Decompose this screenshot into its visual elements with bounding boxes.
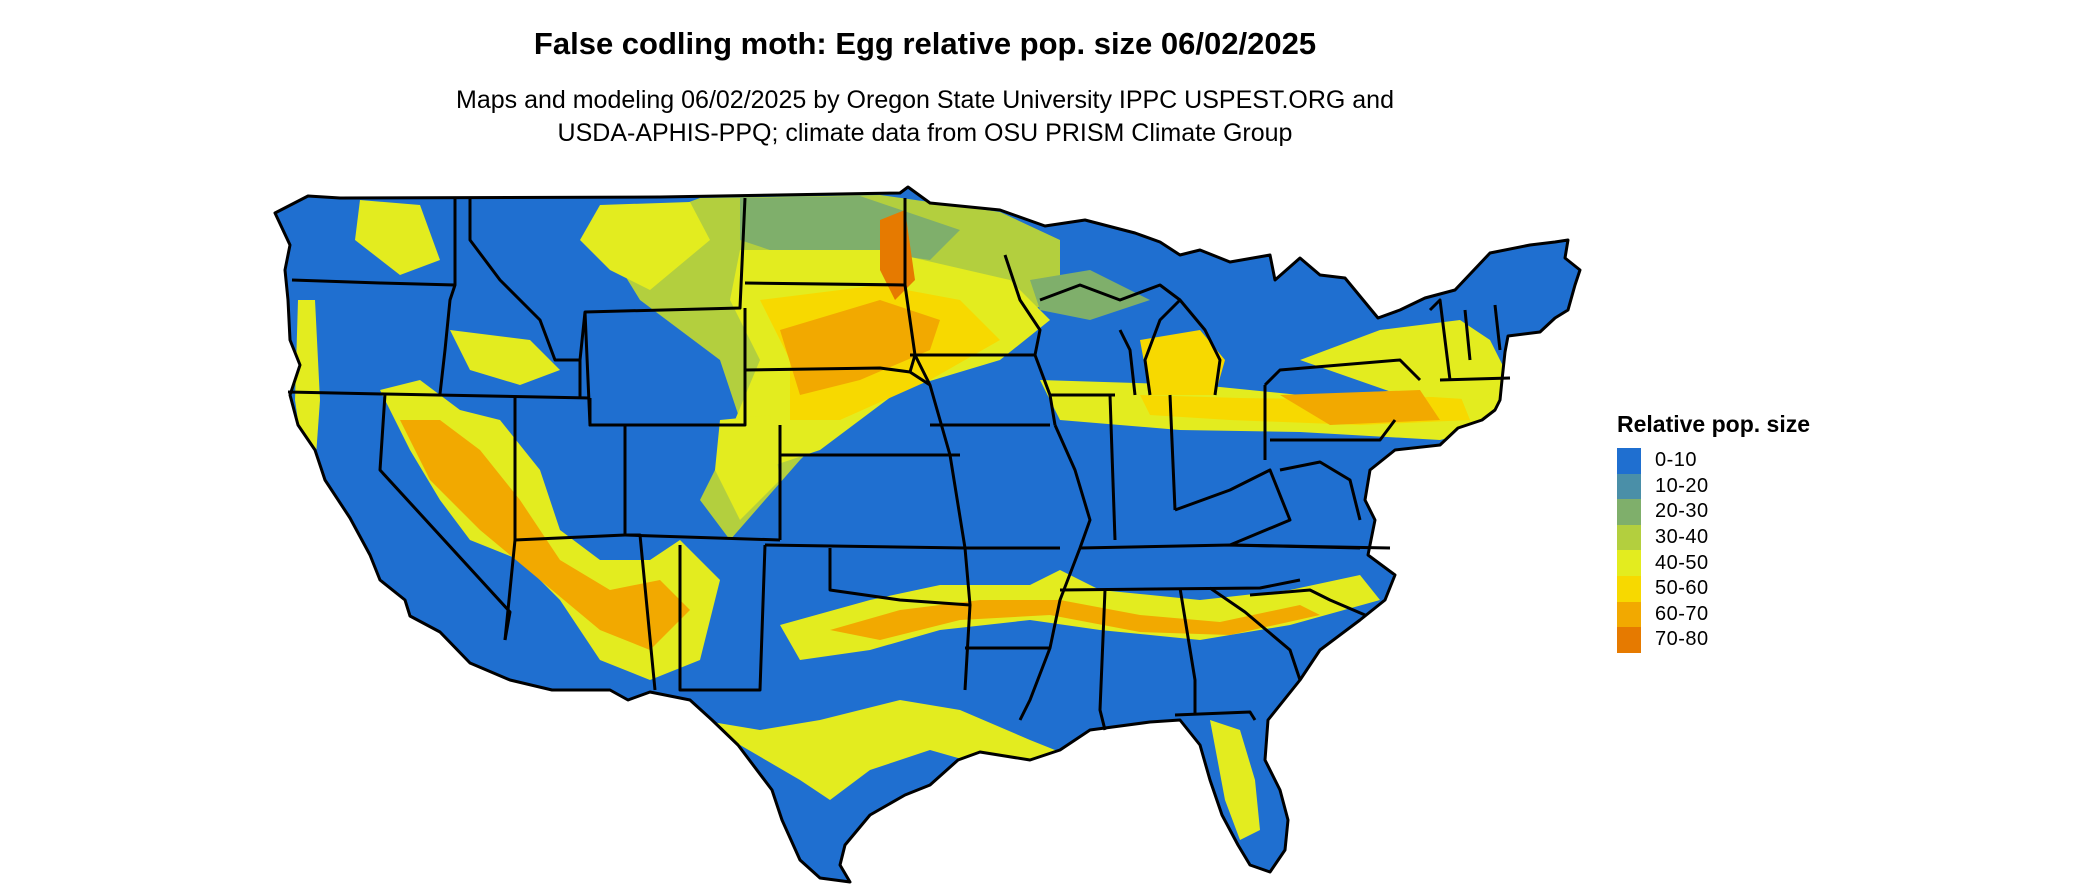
zone-florida-40-50 — [1210, 720, 1260, 840]
border-vt-nh — [1463, 309, 1472, 361]
legend-swatch — [1617, 627, 1641, 653]
legend-item: 70-80 — [1617, 627, 1810, 653]
legend-swatch — [1617, 499, 1641, 525]
border-va-md — [1279, 460, 1362, 521]
legend-item: 0-10 — [1617, 448, 1810, 474]
border-pa-ny — [1263, 358, 1422, 387]
border-sd-ne — [744, 366, 931, 387]
border-wa-or — [291, 278, 456, 287]
legend-items: 0-10 10-20 20-30 30-40 40-50 50-60 60-70 70-80 — [1617, 448, 1810, 653]
border-ga-sc — [1209, 586, 1302, 681]
legend-swatch — [1617, 575, 1641, 602]
suitability-raster — [275, 187, 1580, 882]
border-ms-al — [1098, 589, 1107, 731]
border-in-oh — [1168, 394, 1177, 511]
legend-swatch — [1617, 601, 1641, 628]
border-mn-wi — [1003, 254, 1057, 426]
legend-swatch — [1617, 524, 1641, 551]
legend-label: 30-40 — [1655, 526, 1709, 549]
zone-gulf-40-50 — [700, 700, 1080, 800]
border-nm-tx — [678, 544, 767, 692]
zone-colorado-40-50 — [715, 415, 780, 520]
border-upper-peninsula — [1039, 283, 1181, 302]
border-co-nm — [624, 533, 781, 542]
legend-item: 40-50 — [1617, 550, 1810, 576]
border-ga-fl — [1174, 710, 1257, 721]
border-nh-me — [1493, 304, 1502, 351]
border-mt-wy — [578, 197, 747, 361]
legend-item: 20-30 — [1617, 499, 1810, 525]
legend-label: 10-20 — [1655, 474, 1709, 497]
border-ky-wv-va — [1174, 468, 1292, 547]
legend: Relative pop. size 0-10 10-20 20-30 30-40 40… — [1617, 411, 1810, 653]
border-al-ga — [1178, 587, 1197, 715]
map-title: False codling moth: Egg relative pop. si… — [533, 26, 1317, 61]
legend-label: 60-70 — [1655, 602, 1709, 625]
legend-label: 0-10 — [1655, 449, 1698, 472]
legend-title: Relative pop. size — [1617, 411, 1811, 437]
legend-label: 50-60 — [1655, 577, 1709, 600]
border-ks-ok — [764, 543, 966, 550]
zone-northwoods-20-30 — [1030, 270, 1150, 320]
legend-item: 10-20 — [1617, 473, 1810, 500]
legend-item: 60-70 — [1617, 601, 1810, 628]
zone-michigan-50-60 — [1140, 330, 1225, 395]
legend-label: 40-50 — [1655, 551, 1709, 574]
legend-swatch — [1617, 473, 1641, 500]
zone-plains-60-70 — [780, 300, 940, 395]
legend-swatch — [1617, 448, 1641, 474]
map-subtitle: Maps and modeling 06/02/2025 by Oregon S… — [0, 84, 1850, 150]
subtitle-line-2: USDA-APHIS-PPQ; climate data from OSU PR… — [557, 119, 1293, 147]
border-ok-tx — [828, 548, 971, 607]
border-pa-md — [1270, 419, 1397, 442]
legend-label: 20-30 — [1655, 500, 1709, 523]
border-ut-co — [588, 398, 627, 535]
zone-south-60-70 — [830, 600, 1320, 640]
border-ne-ia-mo — [913, 354, 972, 691]
border-nd-sd — [744, 281, 906, 287]
border-wa-id — [438, 198, 457, 395]
legend-label: 70-80 — [1655, 628, 1709, 651]
border-dakotas-mn — [903, 198, 917, 373]
border-tn-ms-al-ga — [1059, 578, 1301, 592]
border-ma-ct — [1439, 376, 1511, 382]
zone-west-60-70 — [400, 420, 690, 650]
legend-item: 30-40 — [1617, 524, 1810, 551]
border-wy-co — [583, 308, 747, 427]
zone-pnw-40-50 — [355, 200, 440, 275]
subtitle-line-1: Maps and modeling 06/02/2025 by Oregon S… — [456, 86, 1394, 114]
legend-swatch — [1617, 550, 1641, 576]
border-va-nc — [1229, 543, 1391, 550]
legend-item: 50-60 — [1617, 575, 1810, 602]
zone-northeast-60-70 — [1280, 390, 1440, 425]
border-nc-sc — [1249, 588, 1366, 617]
border-ny-new-england — [1428, 298, 1452, 381]
zone-idaho-40-50 — [450, 330, 560, 385]
state-borders — [273, 185, 1582, 884]
zone-montana-40-50 — [580, 202, 710, 290]
border-mo-il-ky — [1018, 424, 1092, 721]
border-il-in — [1108, 394, 1117, 541]
